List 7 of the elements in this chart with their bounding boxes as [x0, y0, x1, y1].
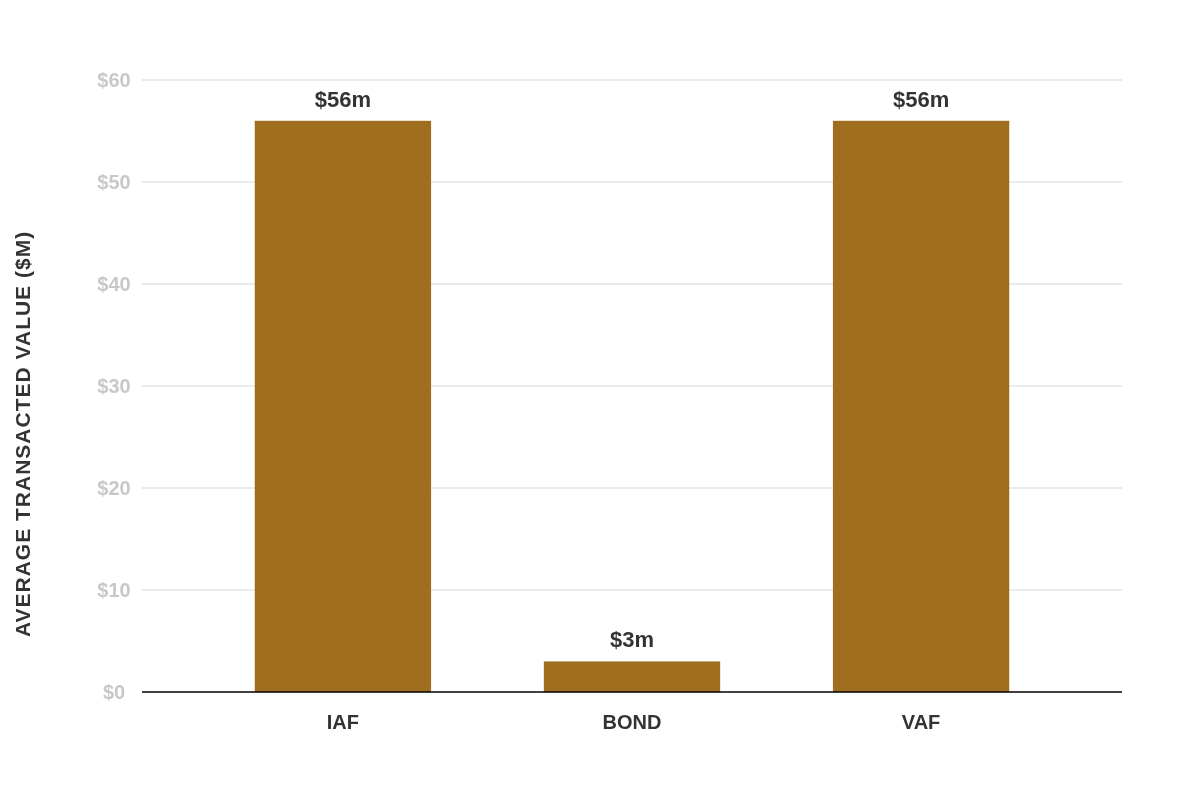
x-tick-label: BOND	[602, 711, 662, 733]
y-axis-title: AVERAGE TRANSACTED VALUE ($M)	[11, 230, 34, 638]
data-label: $56m	[314, 86, 372, 112]
data-label: $3m	[609, 627, 655, 653]
x-tick-label: IAF	[326, 711, 360, 733]
x-tick-label: VAF	[901, 711, 941, 733]
data-label: $56m	[892, 86, 950, 112]
